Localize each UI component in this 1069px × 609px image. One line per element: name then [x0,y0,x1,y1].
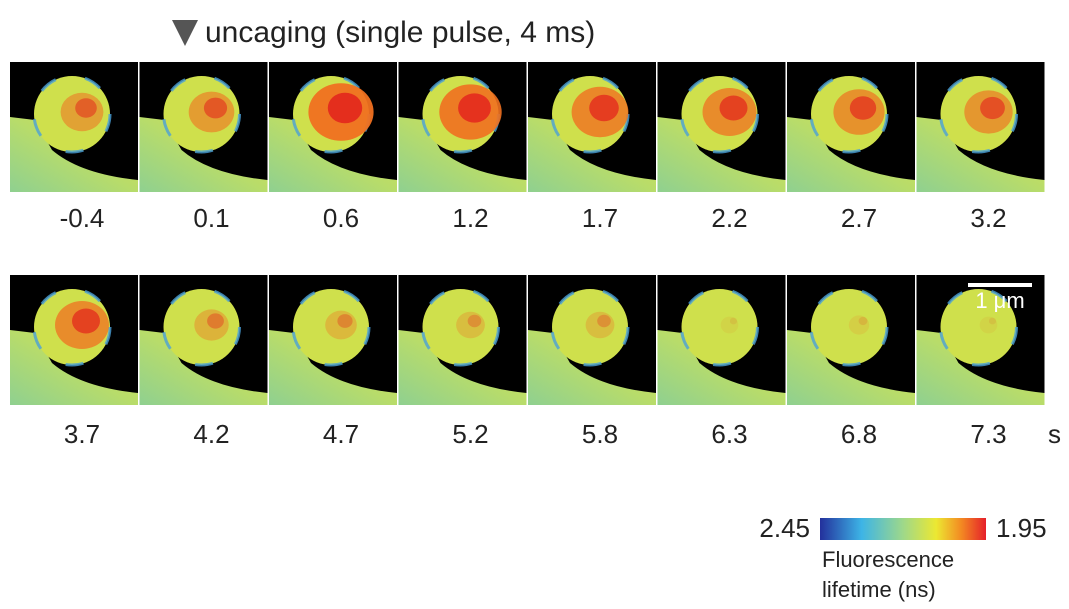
hot-core [468,315,482,327]
hot-core [75,98,97,117]
time-label: 1.2 [452,203,488,233]
time-label: 0.1 [193,203,229,233]
time-label: 6.3 [711,419,747,449]
image-tile [399,275,527,405]
colorbar [820,518,986,540]
colorbar-title-line: lifetime (ns) [822,577,936,602]
hot-core [730,318,737,325]
colorbar-title-line: Fluorescence [822,547,954,572]
hot-core [720,96,748,121]
image-tile [658,275,786,405]
scale-bar-label: 1 μm [975,288,1024,313]
hot-core [337,314,352,328]
time-unit: s [1048,419,1061,449]
image-tile [140,275,268,405]
image-tile [917,62,1045,192]
time-label: 6.8 [841,419,877,449]
image-tile [787,275,915,405]
hot-core [207,313,224,328]
image-tile [787,62,915,192]
hot-core [589,95,619,121]
image-tile [658,62,786,192]
time-label: 1.7 [582,203,618,233]
header-label: uncaging (single pulse, 4 ms) [205,16,595,49]
image-tile [10,62,138,192]
time-label: 7.3 [970,419,1006,449]
time-label: 3.2 [970,203,1006,233]
time-label: 4.2 [193,419,229,449]
image-tile [10,275,138,405]
hot-core [989,318,996,325]
hot-core [328,93,362,124]
image-tile [269,275,397,405]
colorbar-left-label: 2.45 [759,513,810,543]
hot-core [204,98,227,119]
hot-core [458,93,491,122]
hot-core [72,309,100,334]
time-label: 4.7 [323,419,359,449]
time-label: 2.2 [711,203,747,233]
figure: uncaging (single pulse, 4 ms) s 2.45 1.9… [0,0,1069,609]
time-label: 2.7 [841,203,877,233]
image-tile [269,62,397,192]
time-label: -0.4 [60,203,105,233]
image-tile [399,62,527,192]
image-tile [528,275,656,405]
hot-core [980,97,1005,119]
colorbar-right-label: 1.95 [996,513,1047,543]
time-label: 5.2 [452,419,488,449]
hot-core [850,96,876,120]
uncaging-marker [172,20,198,46]
image-tile [140,62,268,192]
time-label: 3.7 [64,419,100,449]
hot-core [597,315,611,327]
hot-core [859,317,868,325]
time-label: 5.8 [582,419,618,449]
time-label: 0.6 [323,203,359,233]
image-tile [528,62,656,192]
